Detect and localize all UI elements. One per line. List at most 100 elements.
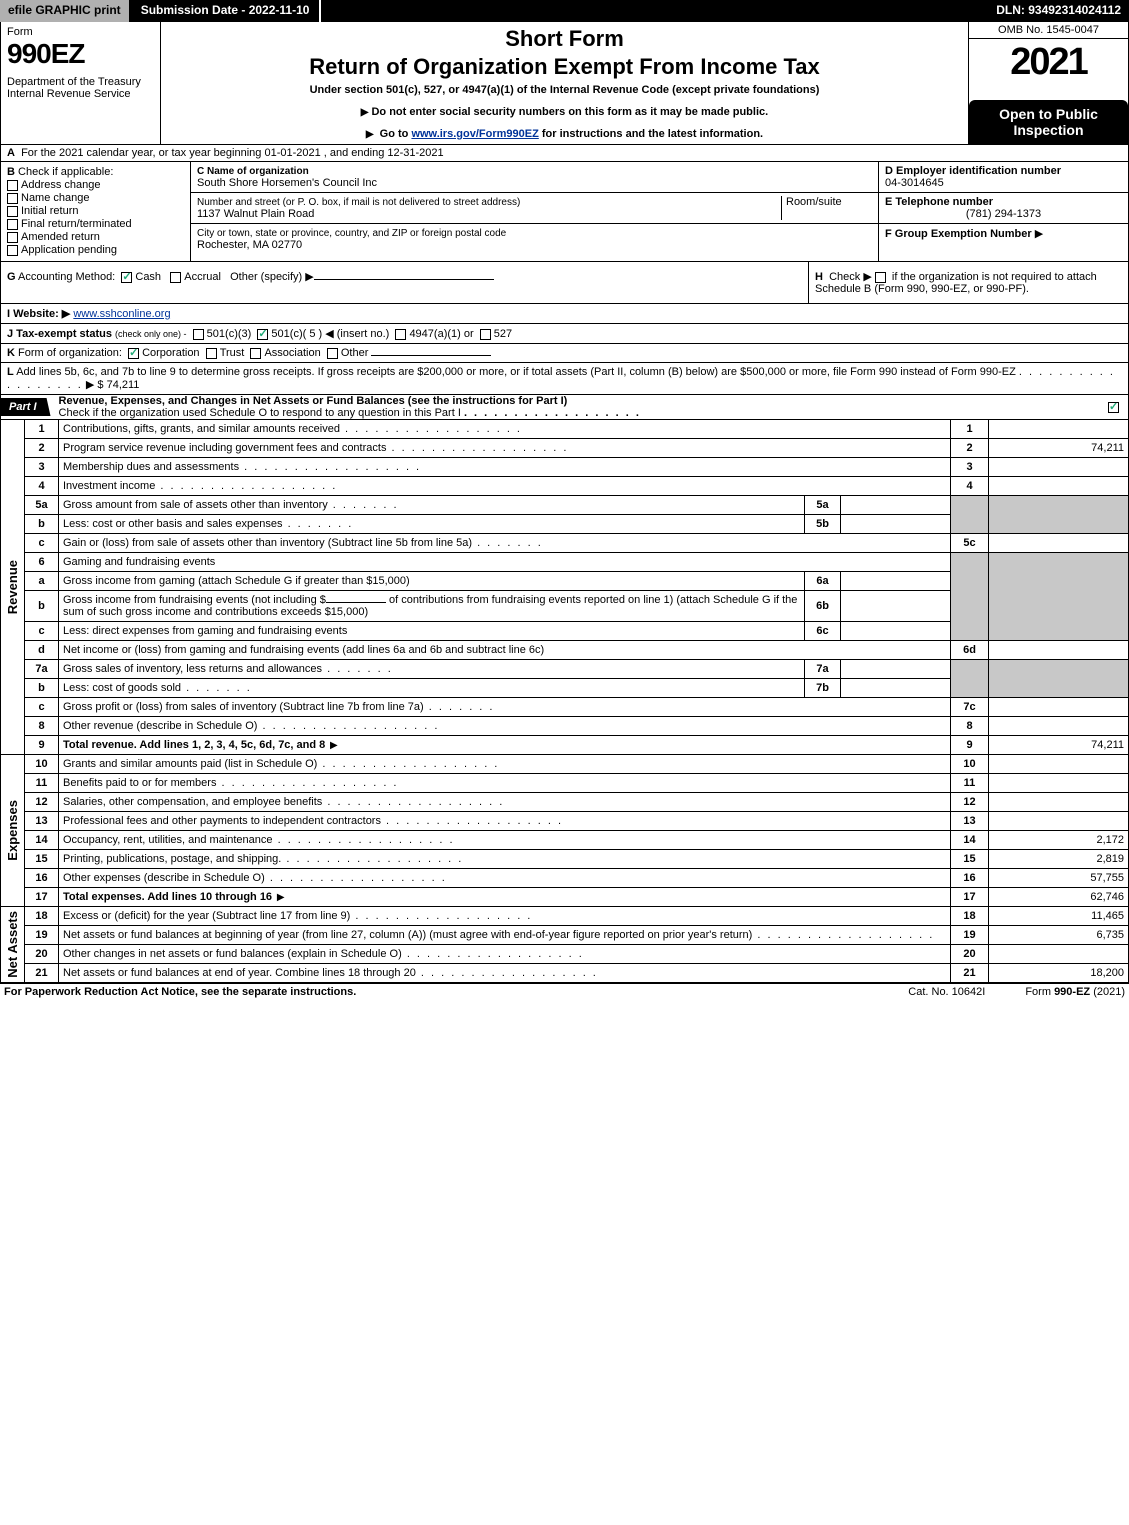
label-g: G [7,271,16,283]
arrow-icon [366,128,377,140]
line-5c: c Gain or (loss) from sale of assets oth… [1,534,1129,553]
c-street-row: Number and street (or P. O. box, if mail… [191,193,878,224]
chk-amended-return[interactable]: Amended return [7,231,184,243]
b-check-label: Check if applicable: [18,166,113,178]
header-right: OMB No. 1545-0047 2021 Open to Public In… [968,22,1128,144]
c-city-row: City or town, state or province, country… [191,224,878,254]
label-k: K [7,347,15,359]
chk-527[interactable] [480,329,491,340]
footer: For Paperwork Reduction Act Notice, see … [0,983,1129,1000]
irs-link[interactable]: www.irs.gov/Form990EZ [411,128,538,140]
k-o2: Trust [220,347,245,359]
sidebar-net-assets: Net Assets [5,911,20,978]
line-7c: c Gross profit or (loss) from sales of i… [1,698,1129,717]
chk-accrual[interactable] [170,272,181,283]
chk-address-change[interactable]: Address change [7,179,184,191]
website-link[interactable]: www.sshconline.org [73,308,170,320]
line-17: 17 Total expenses. Add lines 10 through … [1,888,1129,907]
label-j: J Tax-exempt status [7,328,112,340]
chk-initial-return[interactable]: Initial return [7,205,184,217]
row-a-text: For the 2021 calendar year, or tax year … [21,147,444,159]
label-l: L [7,366,14,378]
line-10: Expenses 10 Grants and similar amounts p… [1,755,1129,774]
form-word: Form [7,26,154,38]
ssn-warning: Do not enter social security numbers on … [167,106,962,118]
sidebar-revenue: Revenue [5,560,20,614]
g-text: Accounting Method: [18,271,115,283]
j-o3: 4947(a)(1) or [409,328,473,340]
lines-table: Revenue 1 Contributions, gifts, grants, … [0,420,1129,983]
line-6d: d Net income or (loss) from gaming and f… [1,641,1129,660]
g-cash: Cash [135,271,161,283]
chk-application-pending[interactable]: Application pending [7,244,184,256]
chk-h[interactable] [875,272,886,283]
k-o4: Other [341,347,369,359]
line-16: 16 Other expenses (describe in Schedule … [1,869,1129,888]
line-12: 12 Salaries, other compensation, and emp… [1,793,1129,812]
line-18: Net Assets 18 Excess or (deficit) for th… [1,907,1129,926]
6b-amount-input[interactable] [326,602,386,603]
chk-other-org[interactable] [327,348,338,359]
footer-form: Form 990-EZ (2021) [1025,986,1125,998]
j-o1: 501(c)(3) [207,328,252,340]
l-amount: $ 74,211 [97,379,139,391]
phone-value: (781) 294-1373 [885,208,1122,220]
line-20: 20 Other changes in net assets or fund b… [1,945,1129,964]
part-i-title: Revenue, Expenses, and Changes in Net As… [51,395,1108,419]
footer-paperwork: For Paperwork Reduction Act Notice, see … [4,986,356,998]
g-other: Other (specify) [230,271,302,283]
c-name-row: C Name of organization South Shore Horse… [191,162,878,193]
line-8: 8 Other revenue (describe in Schedule O)… [1,717,1129,736]
chk-501c3[interactable] [193,329,204,340]
row-i: I Website: ▶ www.sshconline.org [0,304,1129,324]
j-o4: 527 [494,328,512,340]
part-i-tab: Part I [1,398,51,416]
f-label: F Group Exemption Number [885,228,1032,240]
form-title: Return of Organization Exempt From Incom… [167,54,962,80]
row-g: G Accounting Method: Cash Accrual Other … [1,262,808,303]
efile-print-button[interactable]: efile GRAPHIC print [0,0,131,22]
goto-pre: Go to [380,128,412,140]
col-b: B Check if applicable: Address change Na… [1,162,191,261]
block-b-to-f: B Check if applicable: Address change Na… [0,162,1129,262]
g-other-input[interactable] [314,279,494,280]
chk-trust[interactable] [206,348,217,359]
label-h: H [815,271,823,283]
c-street-label: Number and street (or P. O. box, if mail… [197,197,520,208]
row-g-h: G Accounting Method: Cash Accrual Other … [0,262,1129,304]
department: Department of the Treasury Internal Reve… [7,76,154,100]
dln: DLN: 93492314024112 [988,0,1129,22]
room-label: Room/suite [786,196,842,208]
line-9: 9 Total revenue. Add lines 1, 2, 3, 4, 5… [1,736,1129,755]
part-i-checkbox[interactable] [1108,401,1128,413]
chk-corporation[interactable] [128,348,139,359]
chk-name-change[interactable]: Name change [7,192,184,204]
line-11: 11 Benefits paid to or for members 11 [1,774,1129,793]
footer-catno: Cat. No. 10642I [908,986,985,998]
part-i-header: Part I Revenue, Expenses, and Changes in… [0,395,1129,420]
row-l: L Add lines 5b, 6c, and 7b to line 9 to … [0,363,1129,395]
chk-501c[interactable] [257,329,268,340]
sidebar-expenses: Expenses [5,800,20,861]
chk-association[interactable] [250,348,261,359]
line-15: 15 Printing, publications, postage, and … [1,850,1129,869]
k-other-input[interactable] [371,355,491,356]
chk-cash[interactable] [121,272,132,283]
form-number: 990EZ [7,38,154,70]
line-14: 14 Occupancy, rent, utilities, and maint… [1,831,1129,850]
line-13: 13 Professional fees and other payments … [1,812,1129,831]
e-phone: E Telephone number (781) 294-1373 [879,193,1128,224]
chk-4947[interactable] [395,329,406,340]
org-city: Rochester, MA 02770 [197,239,302,251]
e-label: E Telephone number [885,196,993,208]
label-a: A [7,147,15,159]
header-left: Form 990EZ Department of the Treasury In… [1,22,161,144]
chk-final-return[interactable]: Final return/terminated [7,218,184,230]
part-i-dots [464,407,641,419]
k-o3: Association [264,347,320,359]
part-i-sub: Check if the organization used Schedule … [59,407,461,419]
under-section: Under section 501(c), 527, or 4947(a)(1)… [167,84,962,96]
c-city-label: City or town, state or province, country… [197,228,506,239]
line-5a: 5a Gross amount from sale of assets othe… [1,496,1129,515]
goto-note: Go to www.irs.gov/Form990EZ for instruct… [167,128,962,140]
